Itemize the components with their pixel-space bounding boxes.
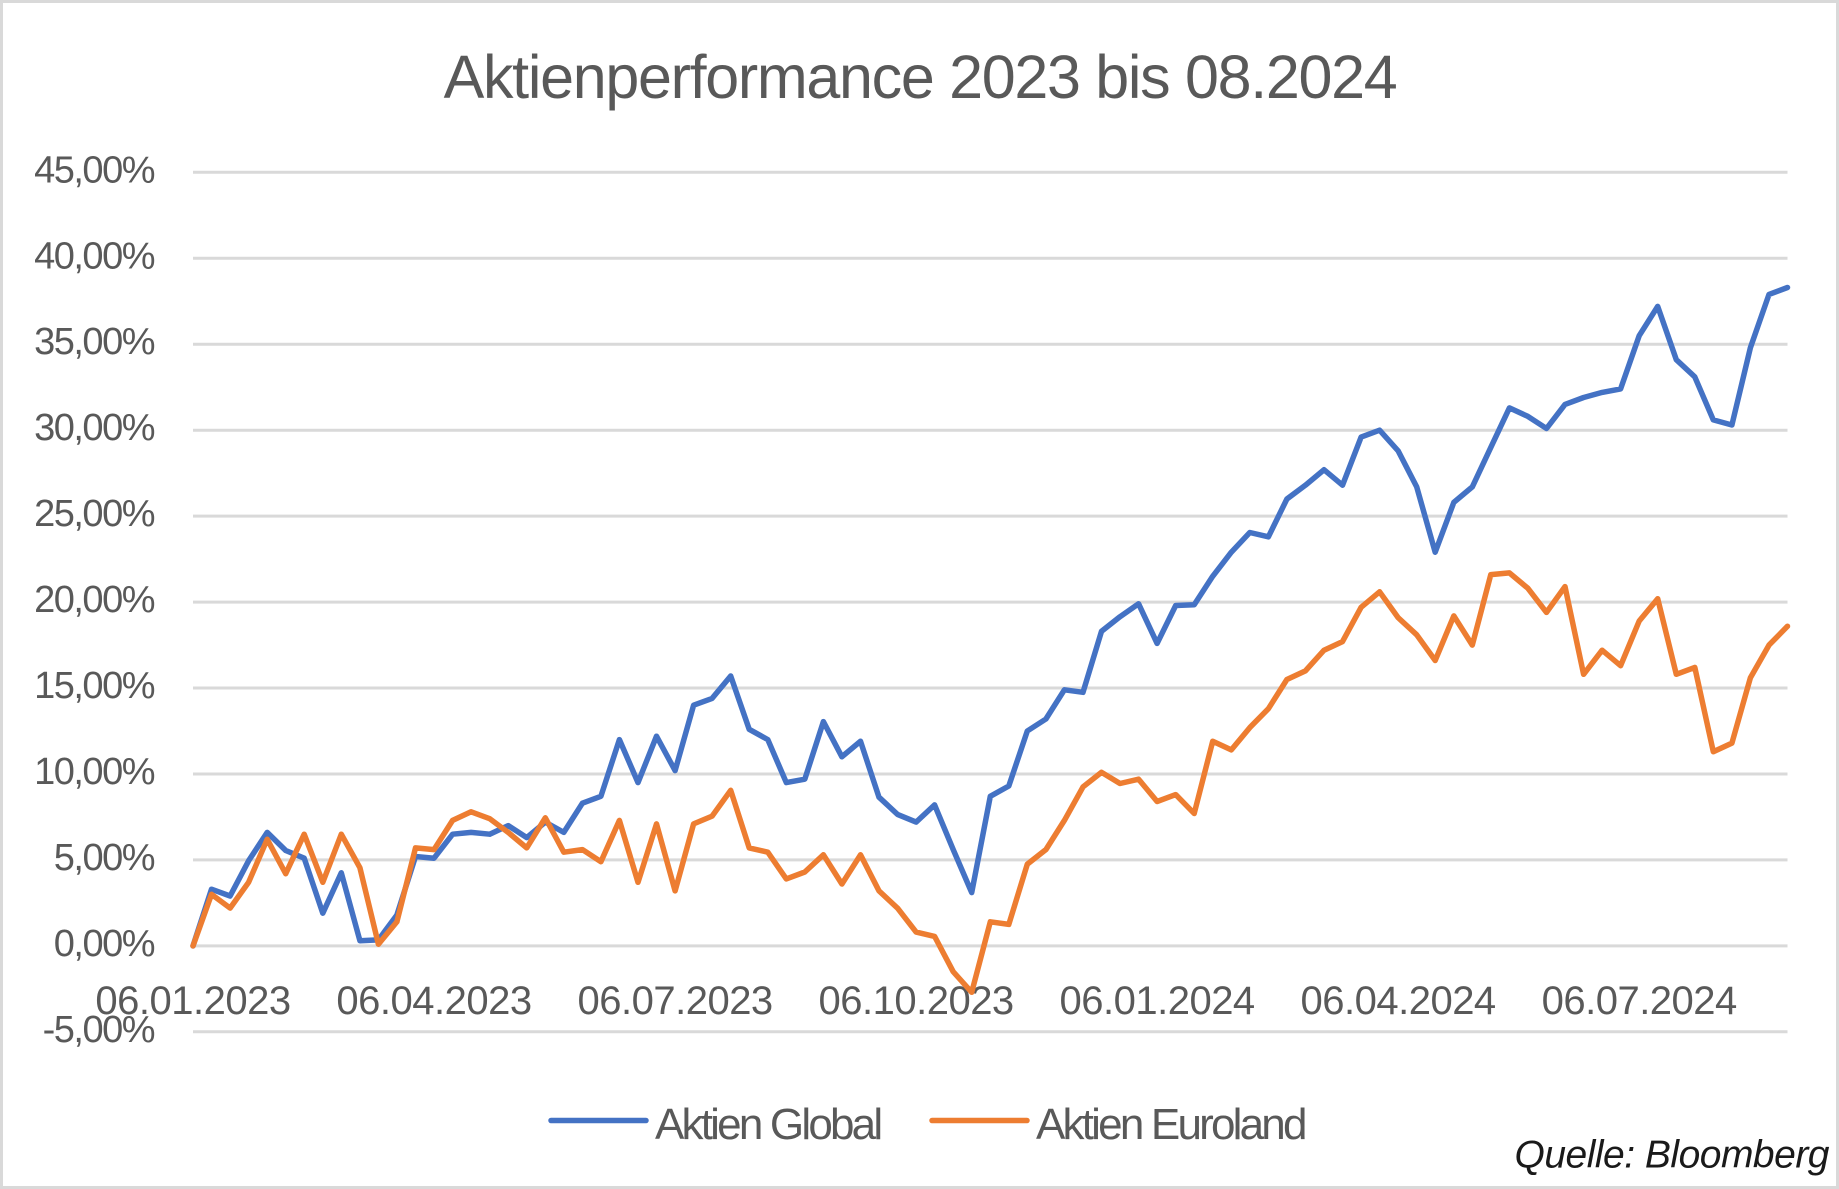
svg-text:30,00%: 30,00% — [34, 407, 155, 449]
svg-text:-5,00%: -5,00% — [43, 1009, 155, 1051]
svg-text:Aktienperformance 2023 bis 08.: Aktienperformance 2023 bis 08.2024 — [444, 43, 1397, 111]
svg-text:15,00%: 15,00% — [34, 665, 155, 707]
svg-text:Quelle: Bloomberg: Quelle: Bloomberg — [1514, 1134, 1829, 1177]
svg-text:06.04.2023: 06.04.2023 — [336, 979, 531, 1023]
svg-text:06.10.2023: 06.10.2023 — [818, 979, 1013, 1023]
svg-text:25,00%: 25,00% — [34, 493, 155, 535]
svg-text:10,00%: 10,00% — [34, 751, 155, 793]
svg-text:06.04.2024: 06.04.2024 — [1300, 979, 1495, 1023]
svg-text:35,00%: 35,00% — [34, 321, 155, 363]
svg-text:45,00%: 45,00% — [34, 149, 155, 191]
svg-text:Aktien Euroland: Aktien Euroland — [1036, 1100, 1305, 1149]
svg-text:06.07.2023: 06.07.2023 — [577, 979, 772, 1023]
svg-text:06.01.2023: 06.01.2023 — [95, 979, 290, 1023]
svg-text:20,00%: 20,00% — [34, 579, 155, 621]
svg-text:5,00%: 5,00% — [54, 837, 155, 879]
svg-text:06.07.2024: 06.07.2024 — [1542, 979, 1737, 1023]
svg-text:0,00%: 0,00% — [54, 923, 155, 965]
svg-text:40,00%: 40,00% — [34, 235, 155, 277]
svg-text:06.01.2024: 06.01.2024 — [1059, 979, 1254, 1023]
svg-text:Aktien Global: Aktien Global — [655, 1100, 880, 1149]
